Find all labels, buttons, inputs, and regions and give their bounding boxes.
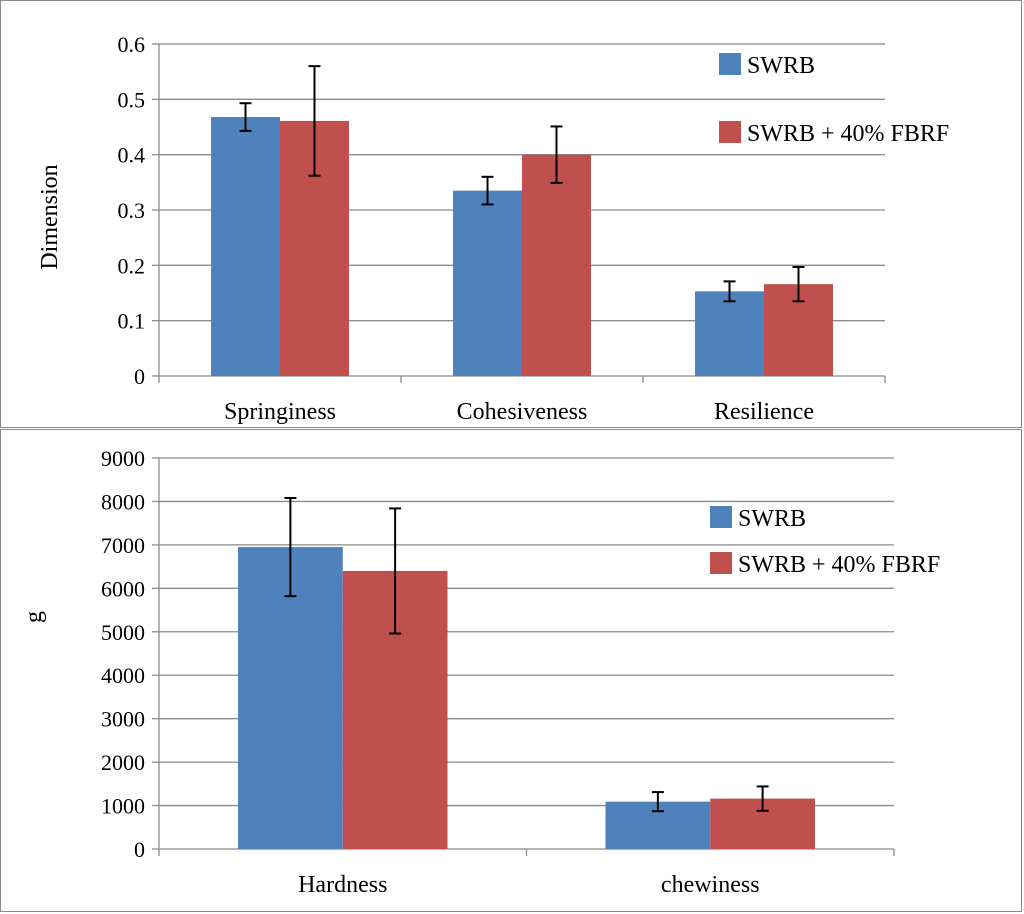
y-tick-label: 0.3 — [118, 198, 146, 223]
y-tick-label: 0.1 — [118, 309, 146, 334]
bar-swrb — [453, 190, 522, 376]
bar-swrb — [238, 547, 343, 849]
y-tick-label: 5000 — [101, 620, 145, 645]
y-tick-label: 4000 — [101, 663, 145, 688]
legend-swatch — [719, 121, 741, 143]
y-axis-label: Dimension — [37, 164, 63, 269]
y-tick-label: 7000 — [101, 533, 145, 558]
bar-swrb — [695, 291, 764, 376]
bar-swrb — [211, 117, 280, 376]
bar-swrb-fbrf — [522, 154, 591, 376]
chart-panel-bottom: g 0 1000 2000 3000 4000 5000 6000 7000 8000 9000 H… — [0, 429, 1022, 912]
chart-panel-top: Dimension 0 0.1 0.2 0.3 0.4 0.5 0.6 Springiness… — [0, 0, 1022, 428]
y-tick-label: 0 — [134, 364, 145, 389]
x-category-label: Cohesiveness — [457, 399, 588, 425]
y-tick-label: 0.2 — [118, 253, 146, 278]
y-axis-label: g — [21, 611, 47, 623]
legend-label: SWRB + 40% FBRF — [747, 121, 949, 147]
x-category-label: chewiness — [661, 872, 760, 898]
y-tick-label: 9000 — [101, 446, 145, 471]
y-tick-label: 3000 — [101, 707, 145, 732]
y-tick-label: 0.5 — [118, 87, 146, 112]
x-category-label: Springiness — [224, 399, 336, 425]
legend-swatch — [710, 552, 732, 574]
y-tick-label: 0 — [134, 837, 145, 862]
y-tick-label: 6000 — [101, 576, 145, 601]
y-tick-label: 1000 — [101, 794, 145, 819]
chart-top: Dimension 0 0.1 0.2 0.3 0.4 0.5 0.6 Springiness… — [37, 32, 949, 425]
legend-label: SWRB — [738, 506, 806, 532]
y-tick-label: 0.4 — [118, 143, 146, 168]
x-category-label: Resilience — [714, 399, 814, 425]
x-category-label: Hardness — [298, 872, 387, 898]
chart-bottom: g 0 1000 2000 3000 4000 5000 6000 7000 8000 9000 H… — [21, 446, 940, 898]
legend-swatch — [710, 506, 732, 528]
legend-label: SWRB + 40% FBRF — [738, 552, 940, 578]
y-tick-label: 2000 — [101, 750, 145, 775]
y-tick-label: 8000 — [101, 489, 145, 514]
y-tick-label: 0.6 — [118, 32, 146, 57]
legend-label: SWRB — [747, 53, 815, 79]
legend-swatch — [719, 53, 741, 75]
